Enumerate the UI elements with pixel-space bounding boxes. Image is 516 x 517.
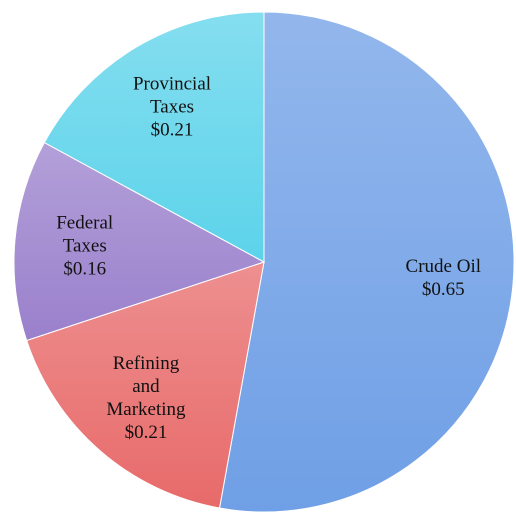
pie-slice (26, 261, 265, 509)
slice-label: Crude Oil $0.65 (399, 255, 487, 301)
value-label: $0.65 (421, 279, 465, 301)
slice-label: Refining and Marketing $0.21 (102, 352, 190, 444)
pie-slice (13, 141, 266, 342)
pie-slice (43, 11, 265, 263)
slice-label: Provincial Taxes $0.21 (128, 73, 216, 142)
value-label: $0.16 (63, 258, 107, 280)
category-label: Federal Taxes (56, 212, 114, 257)
category-label: Refining and Marketing (106, 352, 186, 420)
value-label: $0.21 (150, 119, 194, 141)
category-label: Crude Oil (405, 256, 482, 278)
pie-slice (218, 11, 515, 513)
category-label: Provincial Taxes (132, 73, 212, 118)
slice-label: Federal Taxes $0.16 (41, 211, 129, 280)
value-label: $0.21 (124, 421, 168, 443)
